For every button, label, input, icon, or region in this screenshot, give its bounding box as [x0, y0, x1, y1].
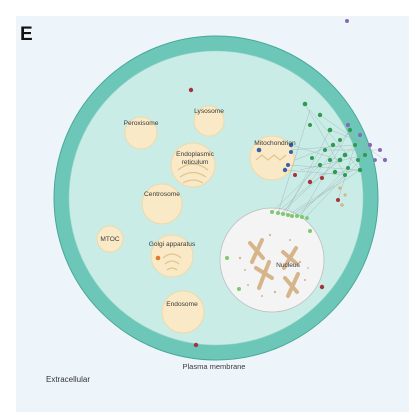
network-nodes-tan [338, 186, 347, 207]
mitochondrion [249, 135, 295, 181]
cytoplasm [68, 50, 364, 346]
er-folds [177, 163, 209, 184]
label-centrosome: Centrosome [144, 191, 180, 198]
network-nodes-blue [256, 142, 294, 173]
peroxisome [124, 116, 158, 150]
lysosome [193, 105, 225, 137]
network-nodes-green [302, 101, 367, 177]
chromosomes [248, 238, 300, 298]
mitochondrion-cristae [255, 154, 287, 161]
label-golgi: Golgi apparatus [149, 241, 196, 248]
network-nodes-lightgreen [225, 210, 312, 291]
label-endosome: Endosome [166, 301, 198, 308]
mtoc [96, 225, 124, 253]
label-lysosome: Lysosome [194, 108, 224, 115]
label-er-line1: Endoplasmic [176, 151, 214, 158]
network-nodes-red [188, 87, 340, 348]
chromatin-dots [238, 233, 309, 297]
network-node-orange [155, 255, 161, 261]
label-extracellular: Extracellular [46, 375, 91, 384]
label-nucleus: Nucleus [276, 262, 301, 269]
label-peroxisome: Peroxisome [124, 120, 159, 127]
panel-letter: E [20, 24, 33, 45]
golgi-apparatus [150, 234, 194, 278]
endosome [161, 290, 205, 334]
label-mitochondrion: Mitochondrion [254, 140, 296, 147]
centrosome [141, 183, 183, 225]
network-nodes-purple [345, 19, 388, 163]
nucleus [219, 207, 325, 313]
label-er-line2: reticulum [182, 159, 209, 166]
golgi-stacks [162, 253, 182, 271]
network-edges [271, 103, 386, 219]
label-plasma-membrane: Plasma membrane [183, 362, 246, 371]
label-mtoc: MTOC [100, 236, 120, 243]
